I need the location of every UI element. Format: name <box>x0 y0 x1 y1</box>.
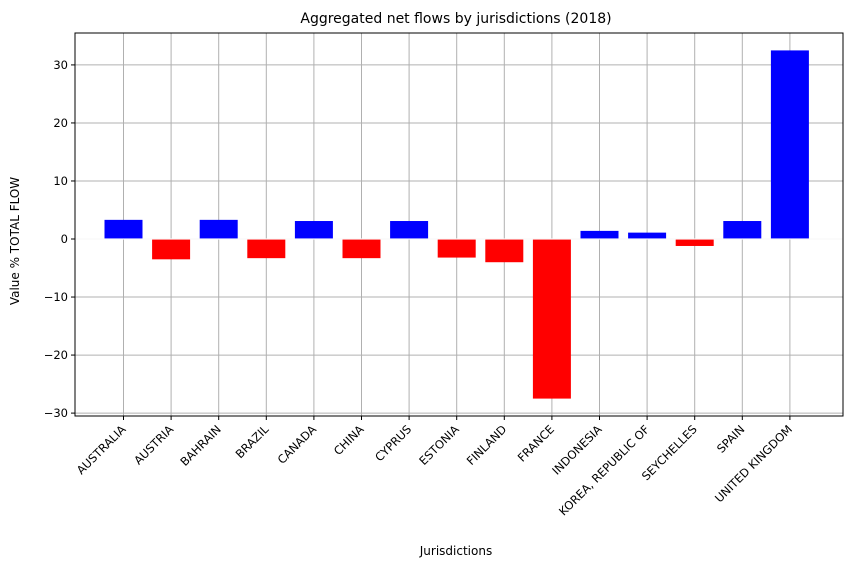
x-tick-label: ESTONIA <box>416 422 462 468</box>
bar <box>770 50 809 240</box>
bar <box>723 221 762 240</box>
plot-frame <box>74 32 844 417</box>
bar <box>199 219 238 240</box>
bar <box>247 239 286 259</box>
bar <box>628 232 667 240</box>
bar <box>485 239 524 263</box>
x-tick-label: BRAZIL <box>233 422 272 461</box>
x-tick-label: BAHRAIN <box>177 422 224 469</box>
x-tick-label: AUSTRALIA <box>74 422 129 477</box>
y-tick-label: 0 <box>61 232 68 246</box>
bar <box>675 239 714 246</box>
bar <box>437 239 476 258</box>
bar <box>580 230 619 240</box>
x-tick-label: FINLAND <box>464 422 510 468</box>
bar <box>104 219 143 240</box>
bar <box>152 239 191 260</box>
x-axis-label: Jurisdictions <box>419 544 492 558</box>
x-tick-label: FRANCE <box>515 422 557 464</box>
x-tick-label: CYPRUS <box>372 422 414 464</box>
bar <box>342 239 381 259</box>
bar <box>532 239 571 399</box>
y-tick-label: 20 <box>53 116 68 130</box>
y-tick-label: 30 <box>53 58 68 72</box>
y-tick-label: 10 <box>53 174 68 188</box>
y-tick-label: −10 <box>44 290 68 304</box>
x-tick-label: CHINA <box>331 422 367 458</box>
y-axis-label: Value % TOTAL FLOW <box>8 177 22 305</box>
ticks: −30 −20 −10 0 10 20 30 AUSTRALIA AUSTRIA BAHRAIN B… <box>44 58 795 519</box>
x-tick-label: SPAIN <box>714 422 747 455</box>
bar <box>390 221 429 240</box>
x-tick-label: KOREA, REPUBLIC OF <box>556 422 652 518</box>
y-tick-label: −20 <box>44 348 68 362</box>
x-tick-label: AUSTRIA <box>131 422 176 467</box>
chart-title: Aggregated net flows by jurisdictions (2… <box>300 11 611 27</box>
bars <box>75 50 843 399</box>
bar <box>294 221 333 240</box>
y-tick-label: −30 <box>44 406 68 420</box>
x-tick-label: CANADA <box>275 422 320 467</box>
